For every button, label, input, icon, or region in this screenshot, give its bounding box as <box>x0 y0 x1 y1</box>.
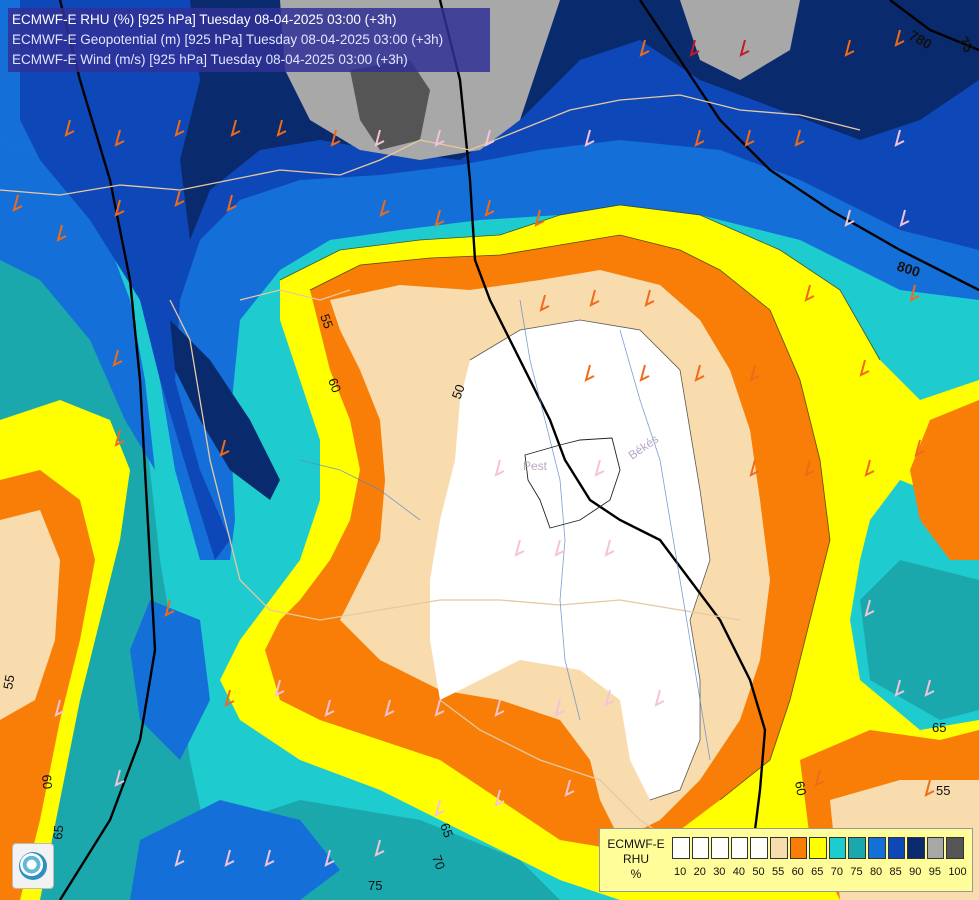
rhu-contour-label: 65 <box>932 720 946 735</box>
legend-tick-label: 50 <box>752 866 765 878</box>
geopotential-contour-label: 75 <box>955 34 977 56</box>
legend-swatch <box>828 837 847 859</box>
logo-swirl-icon <box>19 852 47 880</box>
legend-swatch <box>907 837 925 859</box>
rhu-field-80-west <box>0 140 155 470</box>
legend-swatch <box>926 837 945 859</box>
wind-barbs-orange <box>12 29 935 797</box>
title-rhu: ECMWF-E RHU (%) [925 hPa] Tuesday 08-04-… <box>12 12 397 27</box>
rhu-field-50 <box>430 320 710 800</box>
legend-swatch <box>672 837 690 859</box>
rhu-field-60-east <box>910 400 979 560</box>
geopotential-line-780 <box>639 0 979 292</box>
legend-title-line: % <box>630 867 642 881</box>
legend-swatch <box>809 837 827 859</box>
legend-swatch <box>691 837 710 859</box>
rhu-field-80-south <box>130 800 340 900</box>
rhu-contour-label: 60 <box>325 376 344 395</box>
rhu-contour-label: 55 <box>0 674 17 691</box>
rhu-field-80-southwest <box>130 600 210 760</box>
legend-swatch <box>946 837 964 859</box>
rhu-field-55-west <box>0 510 60 720</box>
legend-tick-label: 75 <box>850 866 863 878</box>
rhu-contour-label: 50 <box>449 382 468 401</box>
legend-swatch <box>789 837 808 859</box>
legend-swatch <box>711 837 729 859</box>
legend-swatch <box>887 837 906 859</box>
rhu-contour-label: 55 <box>936 783 950 798</box>
rivers <box>299 299 711 761</box>
legend-swatch <box>750 837 768 859</box>
legend-tick-label: 80 <box>869 866 883 878</box>
rhu-contour-label: 60 <box>792 780 809 797</box>
legend-tick-label: 60 <box>791 866 804 878</box>
legend-tick-label: 70 <box>830 866 843 878</box>
contour-labels: 55 60 50 65 55 60 65 70 75 60 55 65 780 … <box>0 27 977 893</box>
title-wind: ECMWF-E Wind (m/s) [925 hPa] Tuesday 08-… <box>12 52 408 67</box>
geopotential-contours <box>58 0 979 900</box>
title-geopotential: ECMWF-E Geopotential (m) [925 hPa] Tuesd… <box>12 32 444 47</box>
legend-swatches <box>672 837 966 859</box>
rhu-contour-label: 65 <box>437 821 456 840</box>
legend-tick-label: 20 <box>693 866 706 878</box>
legend-title-line: RHU <box>623 852 649 866</box>
rhu-contour-label: 70 <box>429 853 448 872</box>
legend-tick-label: 10 <box>674 866 687 878</box>
rhu-contour-label: 55 <box>317 312 336 331</box>
rhu-contour-lines <box>279 204 881 801</box>
county-outline-pest <box>524 437 621 529</box>
legend-tick-label: 55 <box>771 866 785 878</box>
legend-swatch <box>769 837 788 859</box>
wind-barbs-red <box>689 39 750 57</box>
wind-barbs-pink <box>54 129 935 867</box>
legend-swatch <box>730 837 749 859</box>
rhu-field-90-west <box>170 320 280 500</box>
legend-swatch <box>867 837 886 859</box>
rhu-contour-label: 75 <box>368 878 382 893</box>
geopotential-contour-label: 800 <box>895 258 922 281</box>
map-title-box: ECMWF-E RHU (%) [925 hPa] Tuesday 08-04-… <box>8 8 490 72</box>
legend-tick-label: 40 <box>732 866 746 878</box>
rhu-field-75-east <box>860 560 979 720</box>
rhu-contour-label: 60 <box>39 774 55 790</box>
legend-tick-label: 65 <box>811 866 824 878</box>
legend-tick-label: 95 <box>928 866 941 878</box>
color-legend: ECMWF-E RHU % 10 20 30 40 50 55 60 65 70 75 80 85 90… <box>599 828 973 892</box>
place-label-pest: Pest <box>523 459 548 473</box>
legend-tick-label: 90 <box>909 866 922 878</box>
rhu-field-100 <box>350 60 430 150</box>
rhu-contour-label: 65 <box>50 825 66 841</box>
legend-title: ECMWF-E RHU % <box>604 837 668 882</box>
geopotential-line-central <box>438 0 767 831</box>
legend-tick-label: 85 <box>889 866 902 878</box>
legend-ticks: 10 20 30 40 50 55 60 65 70 75 80 85 90 95 100 <box>674 866 968 878</box>
legend-tick-label: 30 <box>713 866 726 878</box>
legend-swatch <box>848 837 866 859</box>
legend-title-line: ECMWF-E <box>607 837 665 851</box>
legend-tick-label: 100 <box>948 866 967 878</box>
geopotential-line-ne <box>889 0 979 52</box>
logo-icon <box>12 843 54 889</box>
rhu-field-95-ne <box>680 0 800 80</box>
geopotential-line-west <box>58 0 157 900</box>
